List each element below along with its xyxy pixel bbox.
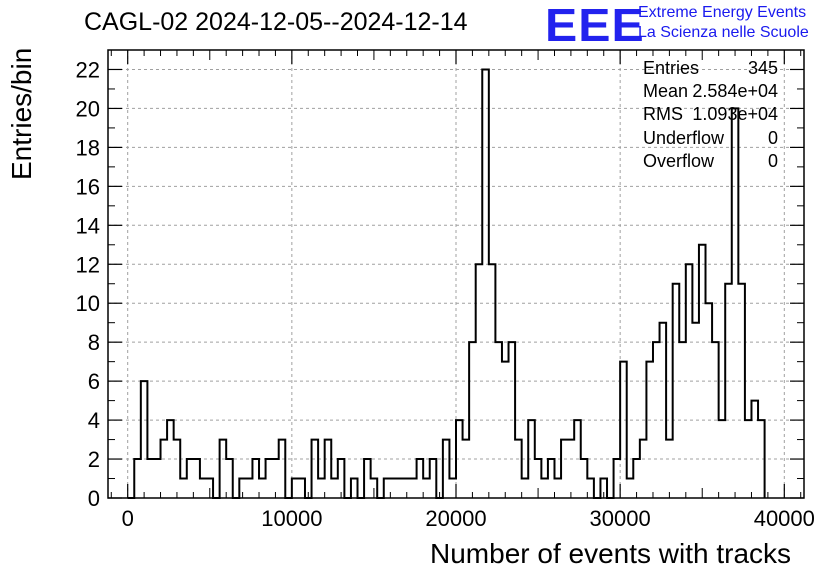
y-tick-label: 4 [88, 408, 100, 433]
x-tick-label: 40000 [754, 506, 815, 531]
y-tick-label: 0 [88, 486, 100, 511]
eee-logo: EEE [545, 0, 645, 51]
y-tick-label: 22 [76, 57, 100, 82]
y-tick-label: 16 [76, 174, 100, 199]
stats-entries-label: Entries [643, 58, 700, 78]
y-tick-label: 2 [88, 447, 100, 472]
stats-mean-value: 2.584e+04 [692, 81, 778, 101]
brand-line-2: La Scienza nelle Scuole [638, 24, 809, 41]
brand-line-1: Extreme Energy Events [638, 4, 807, 21]
stats-underflow-label: Underflow [643, 128, 725, 148]
stats-overflow-value: 0 [767, 151, 778, 171]
x-tick-label: 20000 [425, 506, 486, 531]
x-axis-label: Number of events with tracks [430, 538, 792, 569]
stats-rms-value: 1.093e+04 [692, 104, 778, 124]
x-tick-label: 30000 [590, 506, 651, 531]
y-tick-label: 18 [76, 135, 100, 160]
y-tick-label: 10 [76, 291, 100, 316]
y-tick-label: 14 [76, 213, 100, 238]
stats-underflow-value: 0 [767, 128, 778, 148]
chart-title: CAGL-02 2024-12-05--2024-12-14 [84, 8, 468, 36]
stats-overflow-label: Overflow [643, 151, 715, 171]
x-tick-label: 0 [122, 506, 134, 531]
axis-ticks [108, 50, 804, 499]
stats-rms-label: RMS [643, 104, 683, 124]
axis-tick-labels: 0 2 4 6 8 10 12 14 16 18 20 22 0 10000 20000 30000 40000 [76, 57, 815, 531]
y-tick-label: 8 [88, 330, 100, 355]
y-axis-label: Entries/bin [6, 47, 37, 180]
y-tick-label: 6 [88, 369, 100, 394]
x-tick-label: 10000 [261, 506, 322, 531]
stats-entries-value: 345 [747, 58, 778, 78]
y-tick-label: 20 [76, 96, 100, 121]
stats-mean-label: Mean [643, 81, 689, 101]
histogram-line [127, 68, 766, 499]
y-tick-label: 12 [76, 252, 100, 277]
